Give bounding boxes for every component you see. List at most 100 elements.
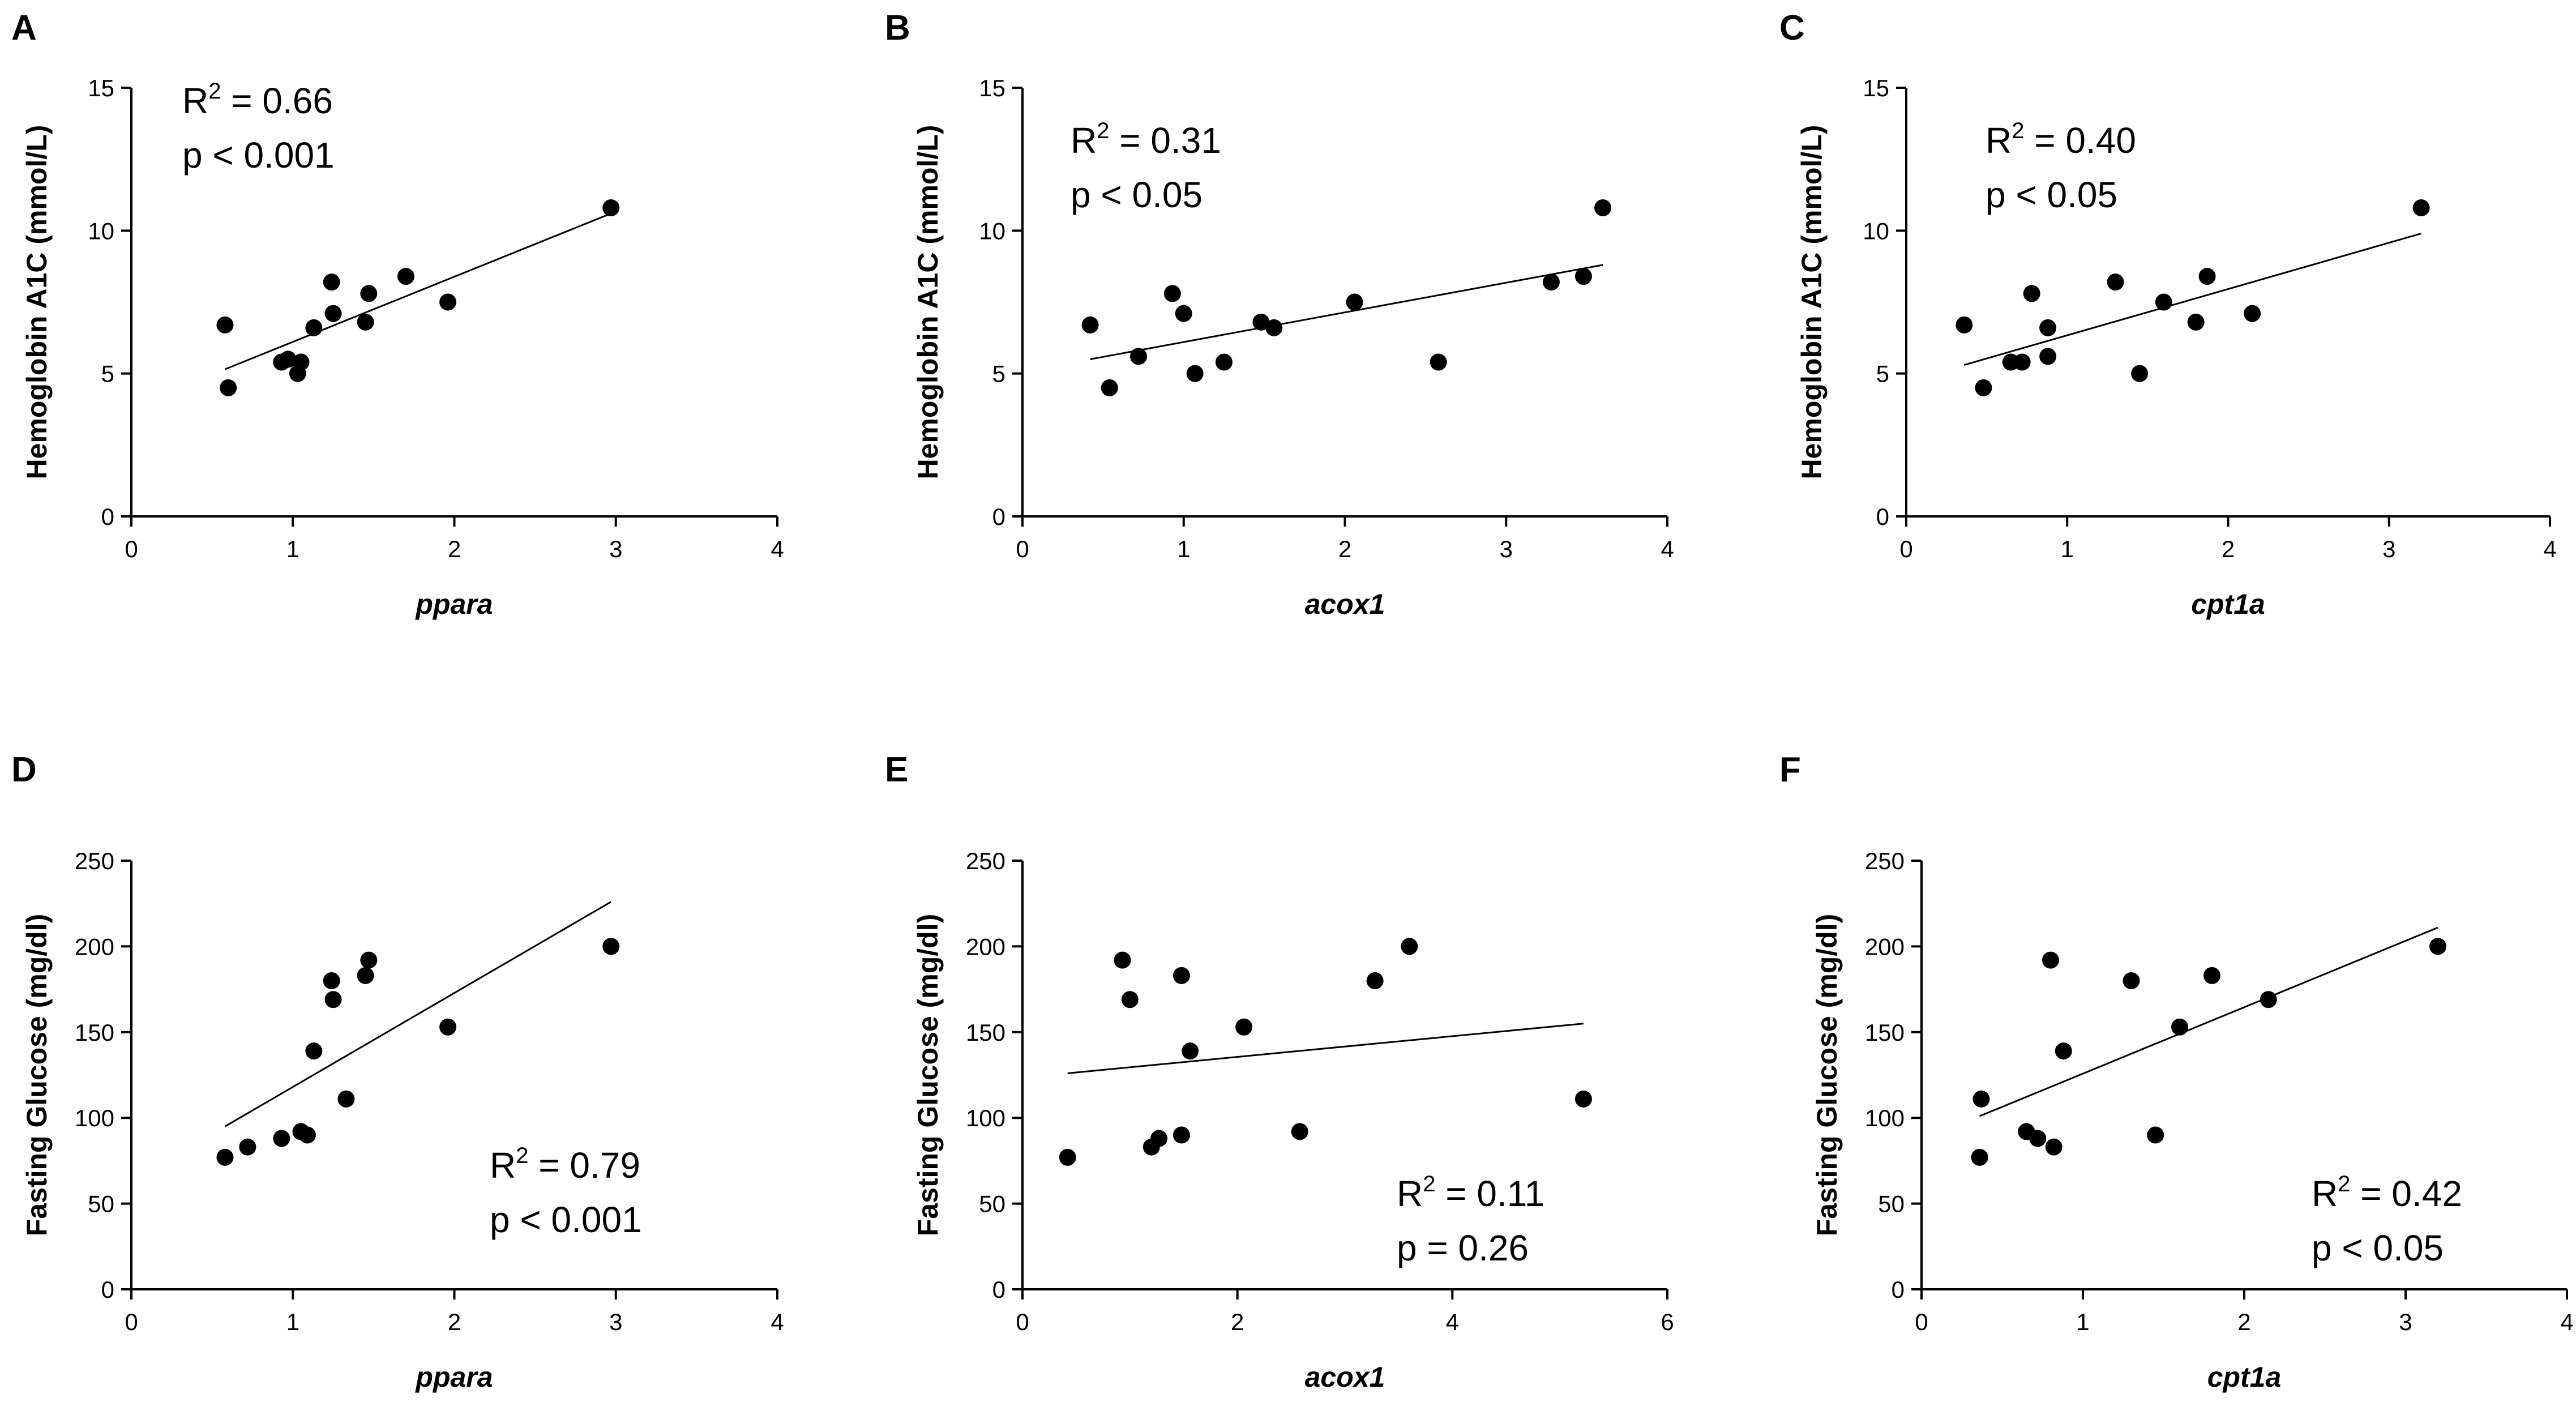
chart-a-point — [305, 319, 323, 336]
chart-b-p-annotation: p < 0.05 — [1071, 174, 1203, 215]
chart-f-x-tick-label: 0 — [1915, 1309, 1928, 1335]
chart-b-y-tick-label: 5 — [992, 361, 1005, 387]
chart-a-y-tick-label: 15 — [88, 75, 114, 101]
chart-e-y-tick-label: 250 — [966, 848, 1005, 874]
chart-a-x-tick-label: 3 — [609, 536, 622, 562]
chart-e-point — [1121, 991, 1139, 1008]
chart-a-point — [216, 316, 234, 334]
chart-d-panel-letter: D — [11, 750, 37, 789]
chart-f-y-axis-label: Fasting Glucose (mg/dl) — [1811, 914, 1843, 1236]
chart-c-y-tick-label: 0 — [1876, 503, 1889, 530]
chart-b-point — [1175, 305, 1192, 322]
chart-c-y-tick-label: 5 — [1876, 361, 1889, 387]
chart-a-point — [357, 313, 374, 331]
chart-c-point — [2131, 365, 2149, 382]
chart-b-x-tick-label: 4 — [1661, 536, 1674, 562]
chart-d-x-tick-label: 1 — [286, 1309, 299, 1335]
chart-d-point — [324, 991, 342, 1008]
chart-c-point — [2244, 305, 2261, 322]
chart-a-fit-line — [224, 212, 611, 370]
chart-d-y-tick-label: 50 — [88, 1191, 114, 1217]
chart-a-point — [279, 350, 297, 368]
chart-d-x-axis-label: ppara — [414, 1361, 493, 1393]
chart-d-x-tick-label: 2 — [448, 1309, 461, 1335]
chart-e: E 0 2 4 6 0 50 100 150 200 250 acox1 Fasting Glucose… — [885, 750, 1674, 1393]
chart-c-point — [1955, 316, 1973, 334]
chart-c-x-tick-label: 3 — [2382, 536, 2395, 562]
chart-c-y-axis-label: Hemoglobin A1C (mmol/L) — [1796, 125, 1828, 480]
chart-c-x-axis-label: cpt1a — [2191, 588, 2265, 620]
chart-a-point — [360, 285, 378, 302]
chart-f-point — [2147, 1126, 2164, 1144]
chart-d-x-tick-label: 3 — [609, 1309, 622, 1335]
chart-b: B 0 1 2 3 4 0 5 10 15 acox1 Hemoglobin A1C (mmol/L)… — [885, 8, 1674, 620]
chart-a-point — [324, 305, 342, 322]
chart-f-point — [2045, 1138, 2062, 1156]
chart-f-point — [2171, 1018, 2188, 1036]
chart-e-y-tick-label: 150 — [966, 1019, 1005, 1046]
chart-a-x-tick-label: 1 — [286, 536, 299, 562]
chart-e-point — [1235, 1018, 1253, 1036]
chart-b-point — [1081, 316, 1099, 334]
chart-f-x-tick-label: 4 — [2560, 1309, 2573, 1335]
chart-a-x-tick-label: 0 — [125, 536, 138, 562]
chart-a-x-tick-label: 2 — [448, 536, 461, 562]
chart-e-panel-letter: E — [885, 750, 908, 789]
chart-c-p-annotation: p < 0.05 — [1986, 174, 2117, 215]
chart-f-x-tick-label: 2 — [2237, 1309, 2250, 1335]
chart-c-y-tick-label: 10 — [1863, 217, 1889, 244]
chart-e-x-tick-label: 2 — [1231, 1309, 1244, 1335]
chart-c-point — [2023, 285, 2040, 302]
chart-f-point — [2203, 967, 2220, 984]
chart-e-point — [1574, 1090, 1592, 1108]
chart-c-point — [2039, 348, 2057, 365]
chart-f-point — [2042, 951, 2059, 969]
chart-e-x-tick-label: 6 — [1661, 1309, 1674, 1335]
chart-e-point — [1366, 972, 1384, 989]
chart-a: A 0 1 2 3 4 0 5 10 15 ppara Hemoglobin A1C (mmol/L)… — [11, 8, 784, 620]
chart-f-point — [2123, 972, 2140, 989]
chart-f-point — [2260, 991, 2277, 1008]
chart-f-y-tick-label: 100 — [1865, 1105, 1905, 1131]
chart-e-point — [1182, 1042, 1199, 1060]
chart-d-p-annotation: p < 0.001 — [490, 1199, 642, 1240]
chart-e-point — [1173, 1126, 1190, 1144]
chart-f-y-tick-label: 250 — [1865, 848, 1905, 874]
chart-e-x-tick-label: 4 — [1446, 1309, 1459, 1335]
chart-e-x-axis-label: acox1 — [1305, 1361, 1385, 1393]
chart-e-point — [1114, 951, 1131, 969]
chart-c-point — [2039, 319, 2057, 336]
chart-a-point — [292, 353, 310, 371]
chart-d-point — [360, 951, 378, 969]
chart-d-point — [305, 1042, 323, 1060]
chart-b-point — [1252, 313, 1270, 331]
chart-d-y-axis-label: Fasting Glucose (mg/dl) — [21, 914, 53, 1236]
chart-b-point — [1101, 379, 1118, 396]
chart-c-x-tick-label: 4 — [2543, 536, 2556, 562]
chart-d-x-tick-label: 4 — [771, 1309, 784, 1335]
chart-c-point — [2155, 293, 2172, 311]
chart-d-point — [298, 1126, 316, 1144]
chart-e-y-tick-label: 0 — [992, 1276, 1005, 1303]
chart-a-x-tick-label: 4 — [771, 536, 784, 562]
chart-a-panel-letter: A — [11, 8, 37, 48]
chart-b-point — [1430, 353, 1447, 371]
chart-f-x-tick-label: 1 — [2076, 1309, 2089, 1335]
chart-b-fit-line — [1090, 264, 1603, 360]
chart-c: C 0 1 2 3 4 0 5 10 15 cpt1a Hemoglobin A1C (mmol/L)… — [1779, 8, 2557, 620]
chart-b-y-tick-label: 0 — [992, 503, 1005, 530]
chart-c-point — [2013, 353, 2031, 371]
chart-f-y-tick-label: 50 — [1878, 1191, 1905, 1217]
chart-f-y-tick-label: 150 — [1865, 1019, 1905, 1046]
chart-f-r2-annotation: R2 = 0.42 — [2312, 1172, 2462, 1214]
chart-b-point — [1265, 319, 1283, 336]
chart-d-y-tick-label: 100 — [75, 1105, 114, 1131]
chart-b-x-tick-label: 1 — [1177, 536, 1190, 562]
chart-e-r2-annotation: R2 = 0.11 — [1397, 1172, 1544, 1214]
chart-f: F 0 1 2 3 4 0 50 100 150 200 250 cpt1a Fasting Glucos… — [1779, 750, 2574, 1393]
chart-c-x-tick-label: 1 — [2061, 536, 2074, 562]
chart-a-point — [220, 379, 237, 396]
chart-d-y-tick-label: 250 — [75, 848, 114, 874]
chart-d-point — [239, 1138, 256, 1156]
chart-d-r2-annotation: R2 = 0.79 — [490, 1143, 640, 1186]
